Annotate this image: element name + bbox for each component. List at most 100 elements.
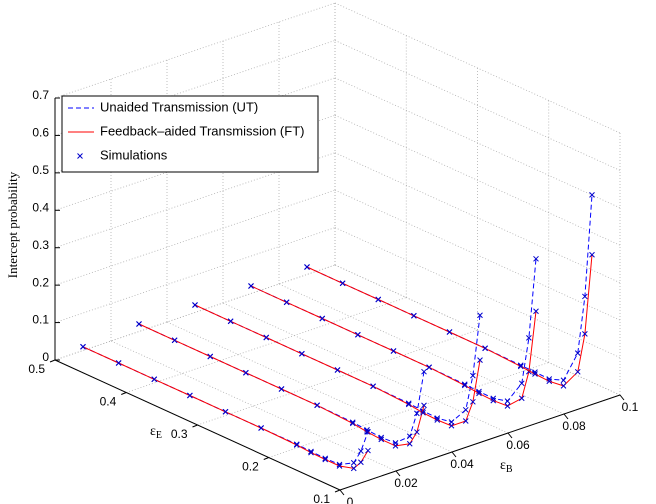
z-tick-label: 0.6 <box>32 126 49 140</box>
grid-line <box>54 189 336 286</box>
simulation-marker <box>532 369 538 375</box>
grid-line <box>334 40 621 171</box>
simulation-marker <box>517 363 524 370</box>
grid-line <box>268 362 549 458</box>
simulation-marker <box>192 302 198 308</box>
simulation-marker <box>115 360 122 366</box>
simulation-marker <box>446 329 453 335</box>
legend-label: Unaided Transmission (UT) <box>100 99 258 114</box>
simulation-marker <box>392 443 399 449</box>
z-tick-label: 0.5 <box>32 163 49 177</box>
subscript: B <box>506 464 513 475</box>
x-tick <box>339 489 345 496</box>
simulation-marker <box>405 401 412 408</box>
grid-line <box>54 2 336 99</box>
simulation-marker <box>304 264 310 270</box>
y-tick-label: 0.3 <box>171 427 188 441</box>
simulation-marker <box>476 390 482 397</box>
simulation-marker <box>151 376 158 383</box>
simulation-marker <box>283 299 290 306</box>
simulation-marker <box>421 402 427 409</box>
simulation-marker <box>574 368 581 375</box>
z-tick-label: 0 <box>42 350 49 364</box>
simulation-marker <box>299 350 305 357</box>
simulation-marker <box>504 403 511 409</box>
simulation-marker <box>434 415 441 421</box>
x-tick-label: 0.1 <box>622 400 639 414</box>
z-tick-label: 0.7 <box>32 88 49 102</box>
grid-line <box>54 40 336 136</box>
grid-line <box>126 297 407 393</box>
grid-line <box>54 264 336 361</box>
legend: Unaided Transmission (UT) Feedback–aided … <box>61 95 319 173</box>
simulation-marker <box>461 382 468 389</box>
y-tick-label: 0.1 <box>313 492 330 504</box>
x-tick <box>619 394 625 401</box>
simulation-marker <box>336 463 343 469</box>
simulation-marker <box>355 331 361 338</box>
simulation-marker <box>227 318 234 325</box>
simulation-marker <box>477 312 483 319</box>
legend-box <box>61 95 319 173</box>
grid-line <box>334 152 621 284</box>
simulation-marker <box>364 427 370 433</box>
simulation-marker <box>358 448 364 454</box>
y-tick-label: 0.2 <box>242 460 259 474</box>
symbol: ε <box>150 424 156 439</box>
simulation-marker <box>518 395 525 402</box>
simulation-marker <box>414 429 420 435</box>
grid-line <box>334 2 621 134</box>
z-axis-label: Intercept probability <box>5 171 20 278</box>
simulation-marker <box>533 255 539 262</box>
simulation-marker <box>482 345 488 352</box>
simulation-marker <box>421 368 427 375</box>
grid-line <box>334 114 621 246</box>
z-tick-label: 0.2 <box>32 275 49 289</box>
subscript: E <box>156 430 162 441</box>
simulation-marker <box>476 388 482 395</box>
simulation-marker <box>319 315 326 322</box>
simulation-marker <box>462 418 469 424</box>
simulation-marker <box>263 334 270 341</box>
simulation-marker <box>293 442 300 448</box>
legend-marker <box>77 153 83 159</box>
x-tick <box>451 451 457 458</box>
y-tick-label: 0.4 <box>100 395 117 409</box>
simulation-marker <box>574 350 581 356</box>
symbol: ε <box>500 458 506 473</box>
simulation-marker <box>411 312 417 319</box>
simulation-marker <box>171 337 178 344</box>
simulation-marker <box>462 406 469 413</box>
simulation-marker <box>339 280 346 287</box>
simulation-marker <box>589 192 595 198</box>
simulation-marker <box>334 367 341 373</box>
simulation-marker <box>378 436 385 443</box>
z-tick-label: 0.3 <box>32 238 49 252</box>
simulation-marker <box>258 425 264 431</box>
simulation-marker <box>560 383 567 389</box>
grid-line <box>334 77 621 209</box>
x-tick-label: 0.06 <box>506 438 530 452</box>
simulation-marker <box>308 449 314 456</box>
simulation-marker <box>426 364 432 371</box>
grid-line <box>334 264 621 396</box>
z-tick-label: 0.4 <box>32 200 49 214</box>
axes: 00.020.040.060.080.10.10.20.30.40.500.10… <box>28 88 638 504</box>
simulation-marker <box>350 465 357 472</box>
x-axis-label: εB <box>500 458 513 475</box>
y-tick <box>192 424 198 428</box>
simulation-marker <box>406 433 413 440</box>
simulation-marker <box>375 296 382 303</box>
simulation-marker <box>532 371 538 377</box>
simulation-marker <box>378 434 385 441</box>
y-axis-label: εE <box>150 424 162 441</box>
simulation-marker <box>364 428 370 435</box>
z-tick-label: 0.1 <box>32 313 49 327</box>
grid-line <box>197 329 478 426</box>
simulation-marker <box>358 459 364 466</box>
grid-line <box>110 340 397 472</box>
simulation-marker <box>582 331 588 337</box>
grid-line <box>54 227 336 323</box>
grid-line <box>334 227 621 358</box>
